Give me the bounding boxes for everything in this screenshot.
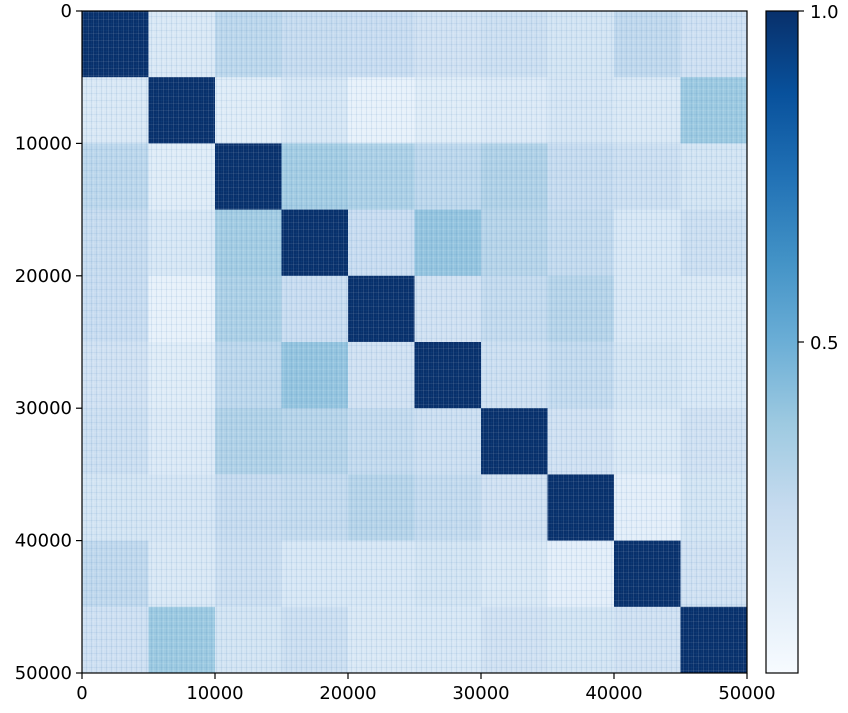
y-tick-label: 10000: [15, 133, 72, 154]
x-tick-label: 40000: [585, 683, 642, 704]
y-tick-label: 0: [61, 1, 72, 22]
y-axis: 0 10000 20000 30000 40000 50000: [15, 1, 82, 684]
x-tick-label: 30000: [452, 683, 509, 704]
colorbar-tick-label: 1.0: [810, 2, 839, 23]
plot-frame: [81, 10, 748, 674]
texture-overlay-horizontal: [82, 11, 747, 673]
x-tick-label: 20000: [319, 683, 376, 704]
colorbar-tick-label: 0.5: [810, 333, 839, 354]
y-tick-label: 30000: [15, 398, 72, 419]
x-tick-label: 0: [76, 683, 87, 704]
y-tick-label: 40000: [15, 531, 72, 552]
y-tick-label: 20000: [15, 266, 72, 287]
x-tick-label: 50000: [718, 683, 775, 704]
x-axis: 0 10000 20000 30000 40000 50000: [76, 673, 776, 704]
colorbar: [765, 10, 799, 674]
x-tick-label: 10000: [186, 683, 243, 704]
y-tick-label: 50000: [15, 663, 72, 684]
colorbar-ticks: 0.5 1.0: [798, 2, 839, 354]
